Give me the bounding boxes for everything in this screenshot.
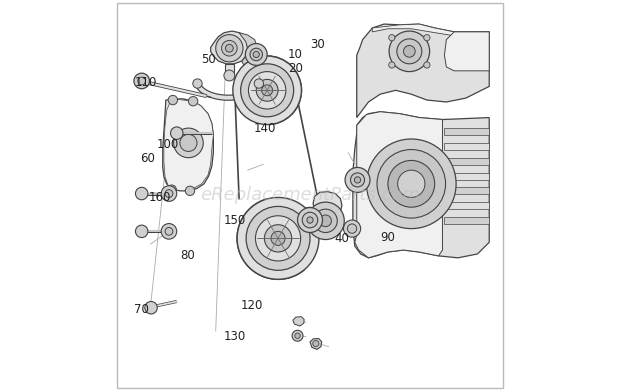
Circle shape: [350, 173, 365, 187]
Circle shape: [254, 79, 264, 88]
Polygon shape: [445, 172, 489, 179]
Text: 20: 20: [288, 63, 303, 75]
Circle shape: [221, 40, 237, 56]
Circle shape: [377, 149, 446, 218]
Circle shape: [224, 70, 235, 81]
Polygon shape: [293, 317, 304, 326]
Text: 80: 80: [180, 249, 195, 262]
Circle shape: [138, 77, 146, 85]
Circle shape: [188, 97, 198, 106]
Circle shape: [233, 56, 301, 125]
Polygon shape: [445, 143, 489, 150]
Text: 100: 100: [157, 138, 179, 151]
Circle shape: [250, 48, 262, 61]
Circle shape: [389, 31, 430, 72]
Circle shape: [249, 72, 286, 109]
Polygon shape: [373, 24, 489, 39]
Text: 50: 50: [202, 54, 216, 66]
Text: 70: 70: [135, 303, 149, 316]
Circle shape: [253, 51, 259, 57]
Circle shape: [135, 187, 148, 200]
Circle shape: [302, 212, 318, 228]
Polygon shape: [239, 32, 257, 65]
Circle shape: [347, 224, 356, 233]
Polygon shape: [445, 217, 489, 224]
Circle shape: [174, 128, 203, 158]
Text: 160: 160: [148, 191, 171, 204]
Circle shape: [226, 44, 233, 52]
Circle shape: [312, 341, 319, 347]
Text: 130: 130: [224, 330, 246, 343]
Polygon shape: [445, 202, 489, 209]
Circle shape: [185, 186, 195, 196]
Polygon shape: [164, 99, 213, 191]
Circle shape: [423, 62, 430, 68]
Circle shape: [292, 330, 303, 341]
Circle shape: [366, 139, 456, 229]
Circle shape: [134, 73, 149, 89]
Polygon shape: [356, 24, 489, 118]
Circle shape: [246, 43, 267, 65]
Circle shape: [165, 228, 173, 235]
Polygon shape: [355, 112, 443, 258]
Circle shape: [423, 34, 430, 41]
Text: 60: 60: [140, 152, 154, 165]
Circle shape: [193, 79, 202, 88]
Circle shape: [404, 45, 415, 57]
Polygon shape: [162, 99, 213, 191]
Text: 30: 30: [311, 38, 325, 51]
Polygon shape: [353, 112, 489, 258]
Polygon shape: [225, 64, 234, 77]
Circle shape: [294, 333, 300, 339]
Circle shape: [161, 224, 177, 239]
Text: 90: 90: [381, 231, 396, 244]
Text: 40: 40: [335, 232, 350, 245]
Circle shape: [256, 79, 278, 101]
Text: 120: 120: [241, 299, 264, 312]
Circle shape: [168, 95, 177, 105]
Text: eReplacementParts.com: eReplacementParts.com: [200, 187, 420, 204]
Circle shape: [343, 220, 361, 237]
Circle shape: [389, 34, 395, 41]
Circle shape: [170, 127, 183, 140]
Circle shape: [264, 225, 291, 252]
Circle shape: [161, 186, 177, 201]
Circle shape: [216, 34, 243, 62]
Circle shape: [135, 225, 148, 238]
Circle shape: [397, 39, 422, 64]
Polygon shape: [445, 128, 489, 135]
Polygon shape: [211, 31, 247, 64]
Circle shape: [307, 217, 313, 223]
Circle shape: [145, 301, 157, 314]
Circle shape: [237, 197, 319, 279]
Circle shape: [397, 170, 425, 197]
Text: 10: 10: [288, 48, 303, 61]
Circle shape: [389, 62, 395, 68]
Polygon shape: [313, 192, 342, 217]
Circle shape: [180, 135, 197, 151]
Circle shape: [271, 231, 285, 246]
Circle shape: [355, 177, 361, 183]
Polygon shape: [445, 32, 489, 71]
Circle shape: [298, 208, 322, 233]
Polygon shape: [353, 168, 365, 188]
Circle shape: [307, 202, 344, 240]
Polygon shape: [445, 158, 489, 165]
Polygon shape: [310, 339, 322, 350]
Circle shape: [246, 206, 310, 270]
Circle shape: [320, 215, 332, 227]
Circle shape: [241, 64, 294, 117]
Circle shape: [262, 85, 273, 96]
Circle shape: [388, 160, 435, 207]
Text: 140: 140: [254, 122, 276, 135]
Text: 110: 110: [135, 76, 157, 89]
Text: 150: 150: [223, 214, 246, 227]
Circle shape: [255, 216, 301, 261]
Circle shape: [314, 209, 337, 233]
Circle shape: [345, 167, 370, 192]
Circle shape: [167, 185, 176, 194]
Polygon shape: [445, 187, 489, 194]
Circle shape: [165, 190, 173, 197]
